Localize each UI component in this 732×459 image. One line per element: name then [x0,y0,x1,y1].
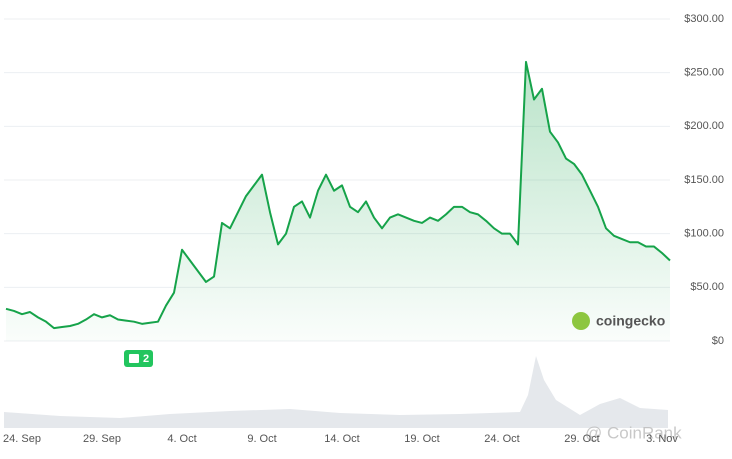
y-tick-label: $0 [712,335,724,347]
y-tick-label: $250.00 [684,67,724,79]
x-tick-label: 4. Oct [167,433,196,445]
x-tick-label: 29. Oct [564,433,599,445]
y-tick-label: $300.00 [684,13,724,25]
badge-icon [129,354,139,363]
logo [572,312,590,330]
x-tick-label: 3. Nov [646,433,678,445]
watermark: coingecko [596,313,665,329]
x-tick-label: 14. Oct [324,433,359,445]
x-tick-label: 24. Oct [484,433,519,445]
y-tick-label: $50.00 [690,281,724,293]
price-line [5,60,671,330]
y-tick-label: $150.00 [684,174,724,186]
badge[interactable]: 2 [124,350,153,367]
x-tick-label: 24. Sep [3,433,41,445]
source-watermark: @ CoinRank [585,423,682,442]
x-tick-label: 9. Oct [247,433,276,445]
volume-area [4,356,668,428]
y-tick-label: $100.00 [684,228,724,240]
x-tick-label: 29. Sep [83,433,121,445]
x-tick-label: 19. Oct [404,433,439,445]
area-fill [6,61,670,341]
y-tick-label: $200.00 [684,120,724,132]
badge-count: 2 [143,353,149,365]
